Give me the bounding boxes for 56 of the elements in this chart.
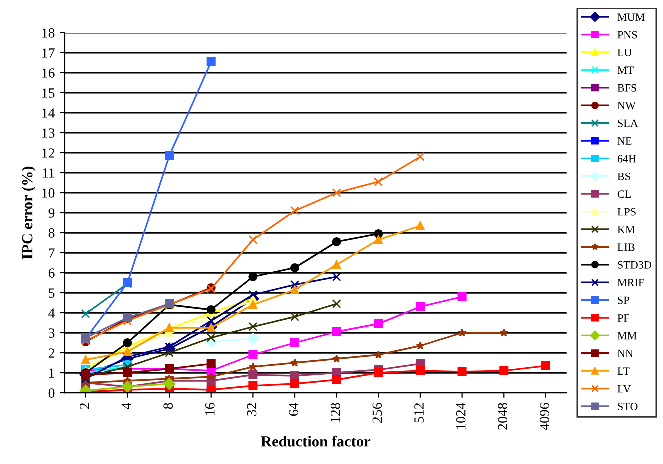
legend-label: BFS bbox=[618, 84, 637, 92]
x-tick-label: 4096 bbox=[540, 403, 550, 430]
y-tick-label: 6 bbox=[48, 268, 55, 278]
x-tick-label: 512 bbox=[414, 403, 424, 423]
y-tick-label: 3 bbox=[48, 328, 55, 338]
legend-label: LT bbox=[618, 368, 630, 375]
legend-label: SLA bbox=[618, 120, 638, 128]
x-tick-label: 2048 bbox=[498, 403, 508, 430]
y-tick-label: 2 bbox=[48, 348, 54, 358]
legend-label: MRIF bbox=[618, 279, 644, 286]
x-tick-label: 32 bbox=[247, 403, 257, 416]
y-tick-label: 12 bbox=[42, 148, 54, 158]
legend-label: NE bbox=[618, 138, 632, 145]
legend-label: PNS bbox=[618, 31, 638, 39]
x-tick-label: 1024 bbox=[456, 402, 466, 430]
x-tick-label: 16 bbox=[206, 403, 215, 416]
legend-label: LPS bbox=[618, 208, 636, 216]
y-axis-title: IPC error (%) bbox=[22, 166, 36, 260]
y-tick-label: 13 bbox=[42, 128, 55, 138]
legend-label: NN bbox=[618, 350, 634, 358]
y-tick-label: 16 bbox=[42, 68, 55, 78]
x-tick-label: 8 bbox=[164, 403, 174, 410]
legend-label: LV bbox=[618, 385, 632, 393]
legend-label: PF bbox=[618, 314, 630, 322]
y-tick-label: 5 bbox=[49, 288, 55, 298]
y-tick-label: 10 bbox=[42, 188, 55, 198]
y-tick-label: 11 bbox=[43, 168, 54, 178]
y-tick-label: 8 bbox=[48, 228, 55, 238]
y-tick-label: 4 bbox=[48, 308, 56, 318]
legend-label: MM bbox=[618, 332, 637, 340]
y-tick-label: 14 bbox=[42, 108, 56, 118]
legend-label: LIB bbox=[618, 244, 635, 252]
x-tick-label: 4 bbox=[122, 402, 132, 410]
y-tick-label: 18 bbox=[42, 28, 55, 38]
legend-label: STD3D bbox=[618, 261, 652, 269]
y-tick-label: 15 bbox=[42, 88, 55, 98]
x-tick-label: 2 bbox=[80, 403, 90, 410]
legend-label: CL bbox=[618, 190, 631, 198]
x-tick-label: 64 bbox=[289, 402, 298, 416]
x-axis-title: Reduction factor bbox=[261, 436, 371, 447]
y-tick-label: 7 bbox=[49, 248, 55, 258]
x-tick-label: 128 bbox=[330, 403, 340, 422]
x-tick-label: 256 bbox=[372, 403, 382, 423]
y-tick-label: 17 bbox=[42, 48, 55, 58]
legend-label: MUM bbox=[618, 14, 645, 22]
y-tick-label: 1 bbox=[50, 368, 54, 378]
legend-label: NW bbox=[618, 102, 636, 110]
legend-label: BS bbox=[618, 172, 630, 180]
legend-label: 64H bbox=[618, 155, 636, 163]
y-tick-label: 0 bbox=[48, 388, 55, 398]
legend-label: KM bbox=[618, 226, 636, 234]
y-tick-label: 9 bbox=[48, 208, 55, 218]
legend-label: STO bbox=[618, 403, 638, 410]
legend-label: MT bbox=[618, 66, 634, 74]
legend-label: LU bbox=[618, 49, 632, 56]
legend-label: SP bbox=[618, 296, 630, 304]
